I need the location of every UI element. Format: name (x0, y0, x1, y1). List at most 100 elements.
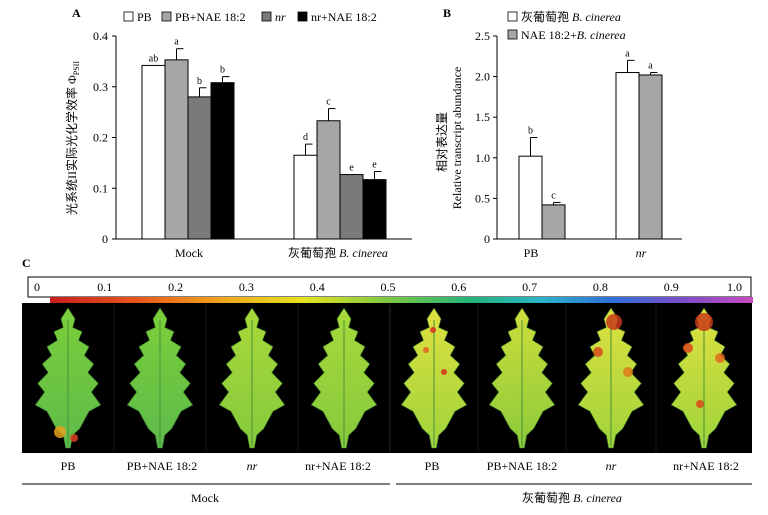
legend-label-nae-botrytis: NAE 18:2+B. cinerea (521, 28, 626, 42)
lesion-spot (606, 314, 622, 330)
significance-letter-a-0-1: d (303, 132, 308, 143)
panel-a-y-tick-label: 0.4 (93, 29, 108, 43)
significance-letter-a-3-1: e (372, 160, 377, 171)
leaf-images (34, 307, 738, 449)
bar-a-3-0 (210, 82, 235, 240)
panel-c-group-botrytis: 灰葡萄孢 B. cinerea (522, 491, 622, 505)
significance-letter-b-0-1: a (625, 48, 630, 59)
color-scale-tick-label: 0.3 (239, 280, 254, 294)
leaf-label-0: PB (61, 459, 76, 473)
panel-a-group-botrytis: 灰葡萄孢 B. cinerea (288, 246, 388, 260)
color-scale-tick-label: 0.6 (451, 280, 466, 294)
panel-a-y-tick-label: 0 (102, 232, 108, 246)
panel-a-ylabel-sub: PSII (72, 61, 81, 76)
legend-swatch-botrytis (507, 11, 518, 22)
panel-b-y-ticks: 0 0.5 1.0 1.5 2.0 2.5 (475, 29, 497, 246)
lesion-spot (423, 347, 429, 353)
panel-b-ylabel-cn: 相对表达量 (435, 112, 449, 172)
panel-b: B 相对表达量 Relative transcript abundance 0 0… (435, 6, 682, 260)
leaf-label-5: PB+NAE 18:2 (487, 459, 557, 473)
panel-c-group-botrytis-cn: 灰葡萄孢 (522, 491, 570, 505)
panel-b-legend: 灰葡萄孢 B. cinerea NAE 18:2+B. cinerea (507, 10, 626, 42)
leaf-labels: PB PB+NAE 18:2 nr nr+NAE 18:2 PB PB+NAE 18:2 n… (61, 459, 739, 473)
panel-a-group-botrytis-latin: B. cinerea (339, 246, 388, 260)
legend-label-botrytis-latin: B. cinerea (572, 10, 621, 24)
leaf-label-3: nr+NAE 18:2 (305, 459, 371, 473)
lesion-spot (54, 426, 66, 438)
significance-letter-a-0-0: ab (149, 53, 158, 64)
legend-label-nr-nae: nr+NAE 18:2 (311, 10, 377, 24)
leaf-label-6: nr (606, 459, 617, 473)
color-scale-tick-label: 0 (34, 280, 40, 294)
panel-c-group-botrytis-latin: B. cinerea (573, 491, 622, 505)
legend-label-nae-botrytis-latin: B. cinerea (577, 28, 626, 42)
color-scale-gradient (50, 297, 753, 303)
panel-a-group-botrytis-cn: 灰葡萄孢 (288, 246, 336, 260)
significance-letter-a-1-1: c (326, 97, 331, 108)
lesion-spot (623, 367, 633, 377)
leaf-label-1: PB+NAE 18:2 (127, 459, 197, 473)
significance-letter-a-1-0: a (174, 37, 179, 48)
lesion-spot (695, 313, 713, 331)
legend-label-pb-nae: PB+NAE 18:2 (175, 10, 245, 24)
panel-b-bars: b c a a (518, 48, 663, 240)
bar-a-3-1 (362, 179, 387, 240)
bar-b-1-0 (541, 204, 566, 240)
legend-swatch-pb-nae (161, 11, 172, 22)
bar-a-0-0 (141, 64, 166, 240)
panel-b-ylabel-en: Relative transcript abundance (450, 67, 464, 210)
color-scale-ticks: 0 0.1 0.2 0.3 0.4 0.5 0.6 0.7 0.8 0.9 1.0 (34, 280, 742, 294)
legend-swatch-nae-botrytis (507, 29, 518, 40)
panel-a-y-tick-label: 0.3 (93, 80, 108, 94)
significance-letter-b-1-0: c (551, 190, 556, 201)
color-scale-tick-label: 0.9 (664, 280, 679, 294)
lesion-spot (715, 353, 725, 363)
significance-letter-b-1-1: a (648, 61, 653, 72)
panel-b-y-tick-label: 1.5 (475, 110, 490, 124)
panel-c-group-mock: Mock (191, 491, 219, 505)
panel-a-legend: PB PB+NAE 18:2 nr nr+NAE 18:2 (123, 10, 377, 24)
panel-b-y-tick-label: 2.0 (475, 70, 490, 84)
panel-a-ylabel-main: 光系统II实际光化学效率 Φ (64, 75, 79, 215)
significance-letter-a-2-1: e (349, 163, 354, 174)
lesion-spot (683, 343, 693, 353)
bar-a-1-0 (164, 59, 189, 240)
color-scale-tick-label: 0.7 (522, 280, 537, 294)
color-scale-tick-label: 1.0 (727, 280, 742, 294)
leaf-label-2: nr (247, 459, 258, 473)
panel-b-y-tick-label: 1.0 (475, 151, 490, 165)
legend-swatch-nr (261, 11, 272, 22)
panel-b-y-tick-label: 0 (484, 232, 490, 246)
panel-a-label: A (72, 6, 81, 20)
panel-a-group-mock: Mock (175, 246, 203, 260)
panel-b-label: B (443, 6, 451, 20)
lesion-spot (70, 434, 78, 442)
legend-swatch-nr-nae (297, 11, 308, 22)
legend-label-pb: PB (137, 10, 152, 24)
lesion-spot (441, 369, 447, 375)
color-scale-tick-label: 0.5 (381, 280, 396, 294)
lesion-spot (593, 347, 603, 357)
legend-label-botrytis: 灰葡萄孢 B. cinerea (521, 10, 621, 24)
leaf-label-4: PB (425, 459, 440, 473)
leaf-image-strip (22, 303, 752, 453)
leaf-label-7: nr+NAE 18:2 (673, 459, 739, 473)
panel-a-ylabel: 光系统II实际光化学效率 ΦPSII (64, 61, 81, 215)
panel-a-y-tick-label: 0.2 (93, 131, 108, 145)
color-scale-tick-label: 0.2 (168, 280, 183, 294)
bar-a-2-0 (187, 96, 212, 240)
bar-a-2-1 (339, 174, 364, 240)
panel-b-y-tick-label: 0.5 (475, 191, 490, 205)
bar-a-1-1 (316, 120, 341, 240)
panel-b-category-nr: nr (636, 246, 647, 260)
panel-a: A 光系统II实际光化学效率 ΦPSII 0 0.1 0.2 0.3 0.4 PB PB… (64, 6, 412, 260)
legend-label-nr: nr (275, 10, 286, 24)
legend-label-nae-botrytis-prefix: NAE 18:2+ (521, 28, 577, 42)
panel-c: C 0 0.1 0.2 0.3 0.4 0.5 0.6 0.7 0.8 0.9 1.0 PB PB+N… (22, 256, 753, 505)
color-scale-tick-label: 0.4 (310, 280, 325, 294)
significance-letter-a-3-0: b (220, 65, 225, 76)
color-scale-tick-label: 0.8 (593, 280, 608, 294)
panel-a-y-ticks: 0 0.1 0.2 0.3 0.4 (93, 29, 116, 246)
